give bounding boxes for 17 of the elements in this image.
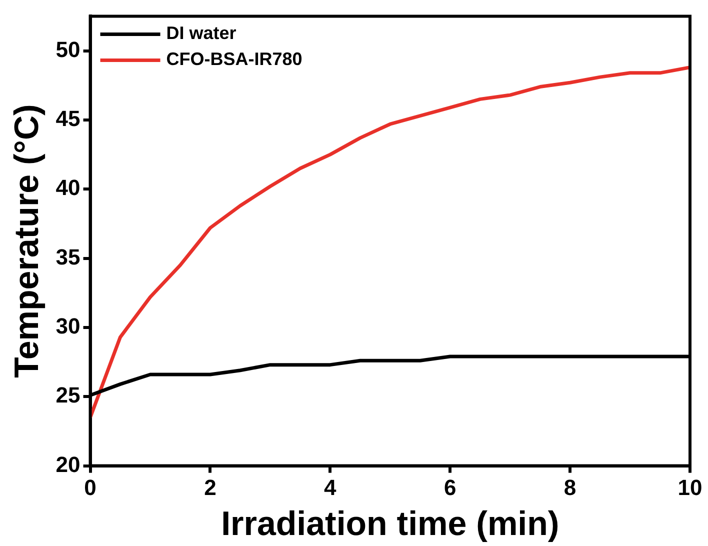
legend-label: DI water [166,23,236,44]
y-tick-label: 20 [56,452,80,477]
x-tick-label: 2 [204,475,216,500]
legend-label: CFO-BSA-IR780 [166,49,302,70]
x-tick-label: 6 [444,475,456,500]
y-tick-label: 50 [56,36,80,62]
x-tick-label: 10 [678,475,702,500]
y-tick-label: 25 [56,382,80,408]
y-tick-label: 30 [56,314,80,339]
y-tick-label: 35 [56,244,80,270]
y-axis-title: Temperature (°C) [8,104,46,378]
x-tick-label: 4 [324,475,338,500]
x-axis-title: Irradiation time (min) [221,504,560,543]
y-tick-label: 40 [56,175,80,200]
x-tick-label: 0 [84,475,96,500]
x-tick-label: 8 [564,475,576,500]
y-tick-label: 45 [56,106,80,132]
